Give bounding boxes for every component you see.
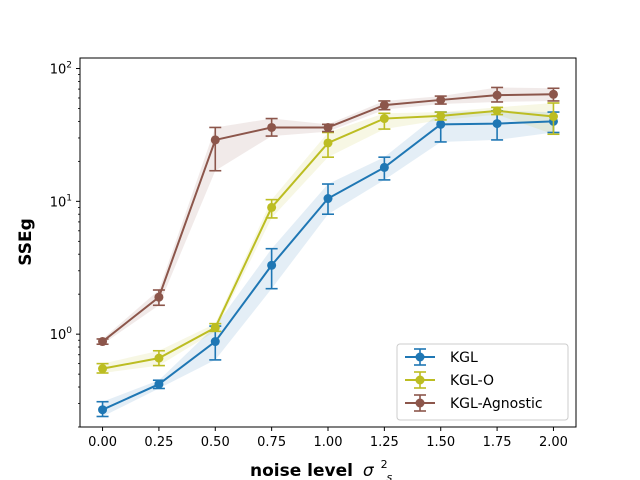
legend-item-KGL: KGL — [405, 348, 478, 366]
data-point — [154, 379, 164, 389]
data-point — [323, 194, 333, 204]
x-tick-label: 1.75 — [483, 435, 512, 450]
y-tick-label: 101 — [50, 193, 72, 210]
legend-marker — [415, 352, 425, 362]
data-point — [154, 353, 164, 363]
legend-item-KGL-O: KGL-O — [405, 371, 494, 389]
data-point — [210, 135, 220, 145]
y-tick-label: 100 — [50, 326, 73, 343]
legend-label: KGL-O — [450, 373, 494, 389]
data-point — [492, 90, 502, 100]
data-point — [323, 122, 333, 132]
data-point — [267, 122, 277, 132]
y-axis-title: SSEg — [16, 218, 36, 266]
data-point — [98, 364, 108, 374]
data-point — [548, 89, 558, 99]
data-point — [436, 119, 446, 129]
data-point — [379, 114, 389, 124]
legend: KGL KGL-O KGL-Agnostic — [396, 343, 569, 421]
legend-marker — [415, 375, 425, 385]
x-tick-label: 1.50 — [426, 435, 455, 450]
data-point — [98, 405, 108, 415]
data-point — [267, 202, 277, 212]
legend-label: KGL-Agnostic — [450, 396, 543, 412]
x-tick-label: 0.25 — [144, 435, 173, 450]
data-point — [98, 337, 108, 347]
data-point — [210, 323, 220, 333]
series-KGL-Agnostic — [96, 86, 560, 347]
x-axis-title: noise level σ 2 s — [250, 453, 394, 480]
data-point — [492, 106, 502, 116]
x-tick-label: 0.00 — [88, 435, 117, 450]
data-point — [379, 162, 389, 172]
x-tick-label: 1.25 — [370, 435, 399, 450]
data-point — [436, 111, 446, 121]
legend-item-KGL-Agnostic: KGL-Agnostic — [405, 394, 543, 412]
x-tick-label: 1.00 — [314, 435, 343, 450]
legend-marker — [415, 398, 425, 408]
axes: 0.00 0.25 0.50 0.75 1.00 1.25 1.50 1.75 2.00 100 1… — [50, 61, 568, 450]
y-tick-label: 102 — [50, 61, 72, 78]
data-point — [154, 292, 164, 302]
x-tick-label: 2.00 — [539, 435, 568, 450]
data-point — [492, 119, 502, 129]
data-point — [210, 337, 220, 347]
data-point — [548, 112, 558, 122]
x-tick-label: 0.75 — [257, 435, 286, 450]
data-point — [323, 138, 333, 148]
data-point — [379, 100, 389, 110]
legend-box — [396, 343, 569, 421]
legend-label: KGL — [450, 350, 478, 366]
data-point — [267, 260, 277, 270]
data-point — [436, 95, 446, 105]
x-tick-label: 0.50 — [201, 435, 230, 450]
series-layer — [96, 86, 560, 418]
series-KGL-O — [96, 102, 560, 374]
